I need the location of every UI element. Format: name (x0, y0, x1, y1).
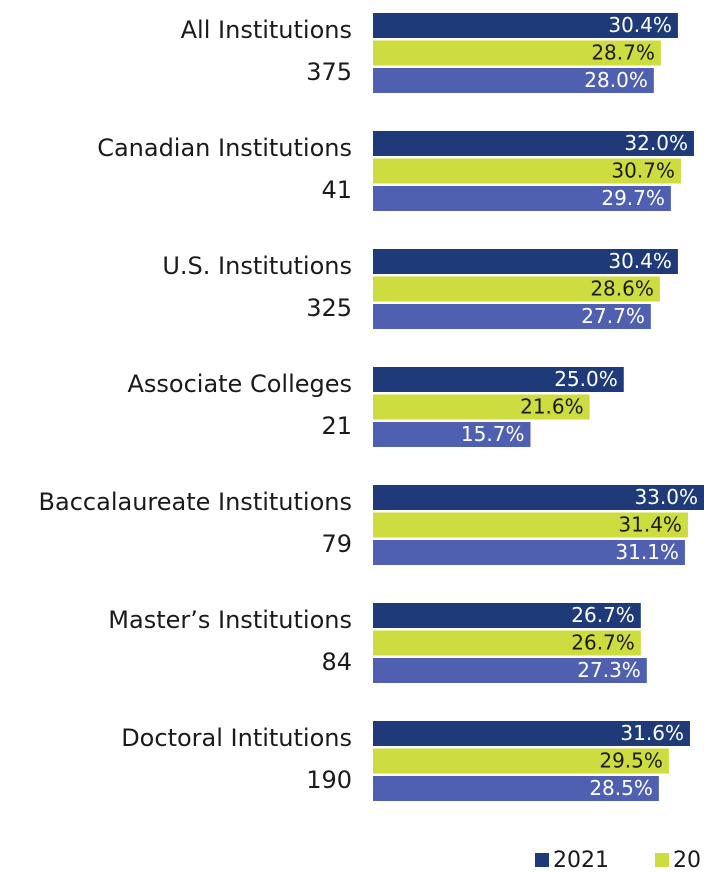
bar (373, 630, 641, 656)
bar (373, 249, 678, 274)
category-count: 79 (321, 530, 352, 558)
value-label: 31.1% (615, 540, 679, 564)
bar (373, 540, 685, 565)
category-label: All Institutions (181, 16, 352, 44)
bar (373, 721, 690, 746)
bar (373, 13, 678, 38)
bar (373, 658, 647, 683)
legend-swatch (655, 853, 669, 867)
value-label: 27.3% (577, 658, 641, 682)
value-label: 27.7% (581, 304, 645, 328)
category-count: 21 (321, 412, 352, 440)
category-count: 325 (306, 294, 352, 322)
category-label: Doctoral Intitutions (121, 724, 352, 752)
bar (373, 131, 694, 156)
value-label: 31.6% (620, 721, 684, 745)
value-label: 25.0% (554, 367, 618, 391)
category-count: 41 (321, 176, 352, 204)
value-label: 15.7% (461, 422, 525, 446)
bar (373, 603, 641, 628)
bar (373, 512, 688, 538)
bar (373, 68, 654, 93)
legend-swatch (535, 853, 549, 867)
category-label: Baccalaureate Institutions (39, 488, 352, 516)
bar (373, 158, 681, 184)
value-label: 29.7% (601, 186, 665, 210)
value-label: 33.0% (634, 485, 698, 509)
bar (373, 276, 660, 302)
value-label: 32.0% (624, 131, 688, 155)
value-label: 30.7% (611, 159, 675, 183)
bar (373, 485, 704, 510)
bar (373, 776, 659, 801)
bar (373, 748, 669, 774)
value-label: 28.0% (584, 68, 648, 92)
value-label: 30.4% (608, 249, 672, 273)
bar (373, 186, 671, 211)
value-label: 21.6% (520, 395, 584, 419)
category-label: U.S. Institutions (162, 252, 352, 280)
value-label: 31.4% (618, 513, 682, 537)
category-count: 190 (306, 766, 352, 794)
category-count: 375 (306, 58, 352, 86)
legend-label: 2021 (553, 848, 609, 872)
category-label: Master’s Institutions (108, 606, 352, 634)
value-label: 30.4% (608, 13, 672, 37)
legend-label: 20 (673, 848, 701, 872)
value-label: 28.7% (591, 41, 655, 65)
bar (373, 422, 531, 447)
bar (373, 40, 661, 66)
value-label: 28.5% (589, 776, 653, 800)
category-label: Canadian Institutions (97, 134, 352, 162)
value-label: 29.5% (599, 749, 663, 773)
value-label: 26.7% (571, 603, 635, 627)
value-label: 28.6% (590, 277, 654, 301)
value-label: 26.7% (571, 631, 635, 655)
category-count: 84 (321, 648, 352, 676)
bar (373, 394, 590, 420)
category-label: Associate Colleges (127, 370, 352, 398)
bar (373, 304, 651, 329)
bar (373, 367, 624, 392)
